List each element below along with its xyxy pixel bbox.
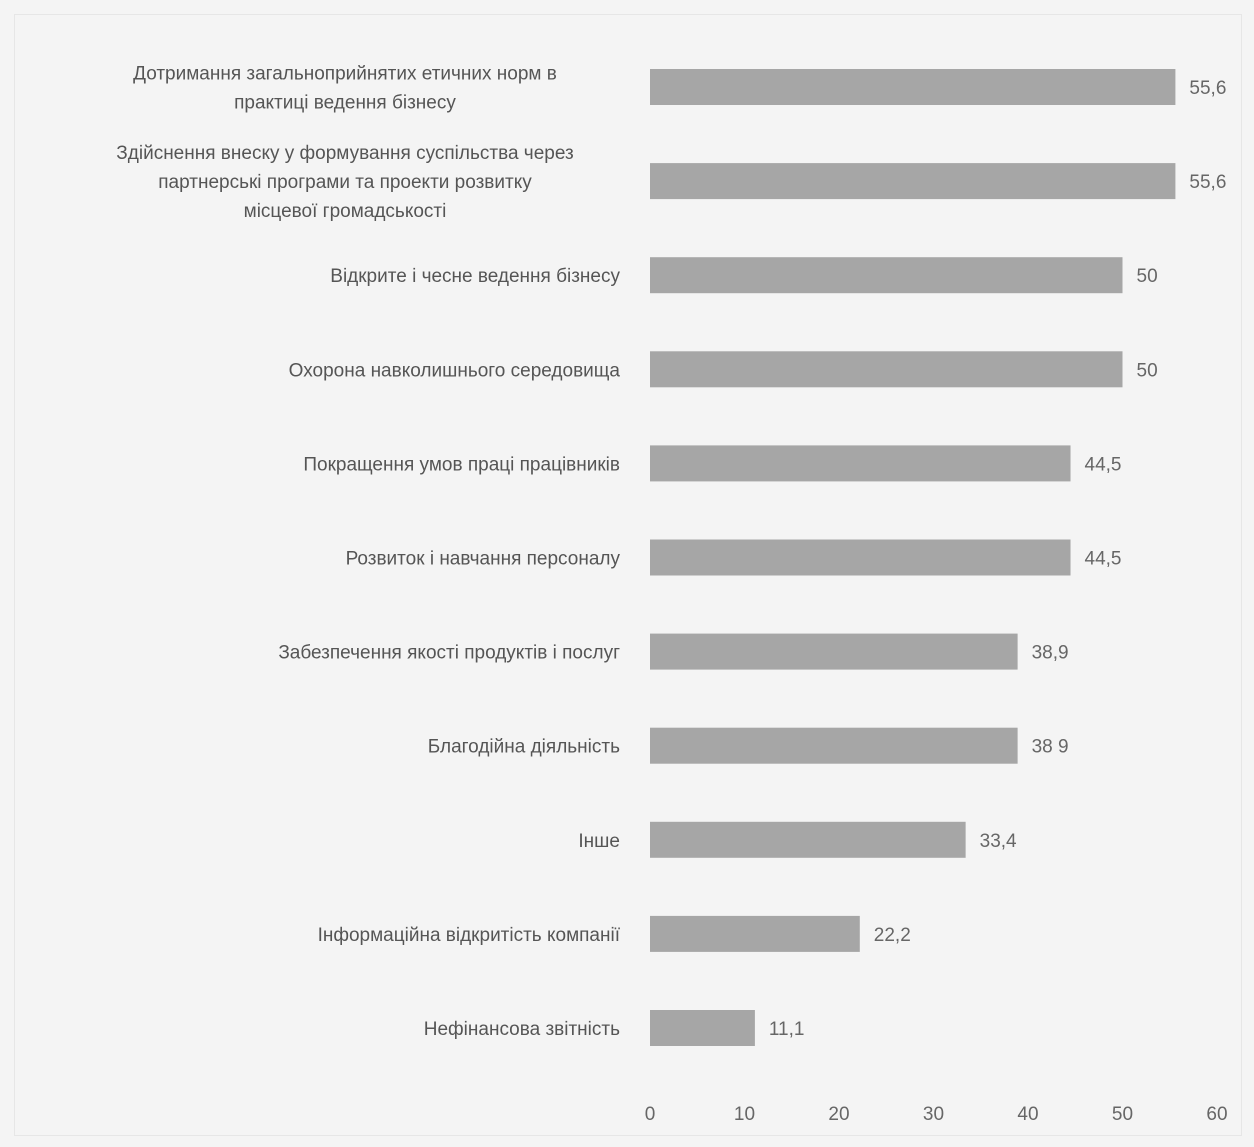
category-label-2-line-1: Здійснення внеску у формування суспільст… — [116, 143, 573, 164]
category-label-11: Нефінансова звітність — [424, 1019, 620, 1040]
x-tick-40: 40 — [1017, 1104, 1038, 1125]
bar-11 — [650, 1010, 755, 1046]
value-label-5: 44,5 — [1085, 454, 1122, 475]
category-label-1-line-1: Дотримання загальноприйнятих етичних нор… — [133, 64, 557, 85]
bar-8 — [650, 727, 1018, 764]
value-label-6: 44,5 — [1085, 549, 1122, 570]
value-label-2: 55,6 — [1189, 172, 1226, 193]
category-label-1: Дотримання загальноприйнятих етичних нор… — [133, 64, 557, 114]
category-label-8: Благодійна діяльність — [428, 737, 620, 758]
value-label-3: 50 — [1137, 266, 1158, 287]
category-label-10-line-1: Інформаційна відкритість компанії — [318, 925, 621, 946]
category-label-5-line-1: Покращення умов праці працівників — [303, 454, 620, 475]
x-tick-60: 60 — [1206, 1104, 1227, 1125]
value-label-4: 50 — [1137, 360, 1158, 381]
value-label-11: 11,1 — [769, 1019, 805, 1040]
value-label-8: 38 9 — [1032, 737, 1069, 758]
value-label-1: 55,6 — [1189, 78, 1226, 99]
x-tick-50: 50 — [1112, 1104, 1133, 1125]
category-label-4-line-1: Охорона навколишнього середовища — [289, 360, 621, 381]
bar-10 — [650, 915, 860, 952]
category-label-2: Здійснення внеску у формування суспільст… — [116, 143, 573, 222]
category-label-4: Охорона навколишнього середовища — [289, 360, 621, 381]
bars-group — [650, 69, 1176, 1046]
category-label-7-line-1: Забезпечення якості продуктів і послуг — [278, 643, 620, 664]
value-labels-group: 55,6 55,6 50 50 44,5 44,5 38,9 38 9 33,4 22,2 11,1 — [769, 78, 1227, 1040]
category-label-3-line-1: Відкрите і чесне ведення бізнесу — [330, 266, 620, 287]
x-tick-labels-group: 0 10 20 30 40 50 60 — [645, 1104, 1228, 1125]
x-tick-30: 30 — [923, 1104, 944, 1125]
category-label-9: Інше — [578, 831, 620, 852]
bar-3 — [650, 257, 1123, 294]
bar-5 — [650, 445, 1071, 482]
category-label-1-line-2: практиці ведення бізнесу — [234, 93, 456, 114]
x-tick-0: 0 — [645, 1104, 656, 1125]
x-tick-20: 20 — [828, 1104, 849, 1125]
category-label-7: Забезпечення якості продуктів і послуг — [278, 643, 620, 664]
category-label-2-line-3: місцевої громадськості — [244, 201, 447, 222]
bar-6 — [650, 539, 1071, 576]
bar-1 — [650, 69, 1176, 105]
value-label-10: 22,2 — [874, 925, 911, 946]
bar-2 — [650, 163, 1176, 200]
category-labels-group: Дотримання загальноприйнятих етичних нор… — [116, 64, 620, 1041]
bar-9 — [650, 821, 966, 858]
category-label-8-line-1: Благодійна діяльність — [428, 737, 620, 758]
category-label-6-line-1: Розвиток і навчання персоналу — [346, 549, 621, 570]
category-label-3: Відкрите і чесне ведення бізнесу — [330, 266, 620, 287]
category-label-9-line-1: Інше — [578, 831, 620, 852]
bar-4 — [650, 351, 1123, 388]
category-label-2-line-2: партнерські програми та проекти розвитку — [158, 172, 532, 193]
x-tick-10: 10 — [734, 1104, 755, 1125]
category-label-11-line-1: Нефінансова звітність — [424, 1019, 620, 1040]
bar-7 — [650, 633, 1018, 670]
value-label-7: 38,9 — [1032, 643, 1069, 664]
category-label-6: Розвиток і навчання персоналу — [346, 549, 621, 570]
category-label-10: Інформаційна відкритість компанії — [318, 925, 621, 946]
value-label-9: 33,4 — [980, 831, 1017, 852]
category-label-5: Покращення умов праці працівників — [303, 454, 620, 475]
